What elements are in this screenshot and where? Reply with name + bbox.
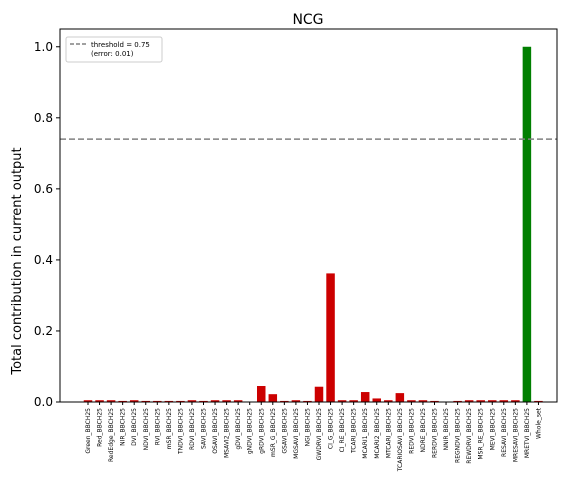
bar: [303, 400, 312, 402]
bar: [407, 400, 416, 402]
bar: [360, 392, 370, 402]
x-tick-label: RESAVI_BBCH25: [501, 408, 508, 457]
x-tick-label: Whole_set: [535, 407, 542, 439]
x-tick-label: MRESAVI_BBCH25: [512, 408, 519, 462]
x-tick-label: SAVI_BBCH25: [201, 408, 208, 449]
x-tick-label: mSR_G_BBCH25: [270, 408, 277, 457]
bar: [164, 400, 174, 402]
x-tick-label: gRDVI_BBCH25: [258, 408, 265, 454]
bar: [511, 400, 520, 402]
bar: [280, 400, 289, 402]
bar: [257, 386, 266, 402]
bar: [210, 400, 220, 402]
y-axis-label: Total contribution in current output: [10, 147, 25, 375]
x-tick-label: gNDVI_BBCH25: [247, 408, 254, 454]
x-tick-label: OSAVI_BBCH25: [212, 408, 219, 454]
x-tick-label: MSAVI2_BBCH25: [224, 408, 231, 458]
x-tick-label: NGI_BBCH25: [304, 408, 311, 447]
bar: [118, 400, 127, 402]
x-tick-label: NDRE_BBCH25: [420, 408, 427, 453]
x-tick-label: REWDRVI_BBCH25: [466, 408, 473, 464]
x-tick-label: RDVI_BBCH25: [189, 408, 196, 450]
bar: [534, 400, 543, 402]
x-tick-label: GWDRVI_BBCH25: [316, 408, 323, 461]
bar: [176, 400, 185, 402]
x-tick-label: mSR_BBCH25: [166, 408, 173, 449]
bars-layer: [83, 46, 543, 403]
x-tick-label: NIR_BBCH25: [120, 408, 127, 446]
bar: [522, 46, 532, 402]
bar: [499, 400, 509, 402]
x-tick-label: RedEdge_BBCH25: [108, 408, 115, 462]
bar: [268, 394, 278, 402]
legend-entry: (error: 0.01): [91, 50, 134, 58]
bar: [95, 400, 104, 402]
bar: [337, 400, 347, 402]
x-tick-label: NDVI_BBCH25: [143, 408, 150, 451]
bar: [187, 400, 197, 402]
y-tick-label: 1.0: [34, 40, 53, 54]
x-tick-label: RERDVI_BBCH25: [432, 408, 439, 458]
x-tick-label: Green_BBCH25: [85, 408, 92, 454]
x-tick-label: TCARI_BBCH25: [351, 408, 358, 454]
bar: [199, 400, 208, 402]
y-tick-label: 0.8: [34, 111, 53, 125]
legend: threshold = 0.75 (error: 0.01): [65, 36, 163, 63]
x-tick-label: gDVI_BBCH25: [235, 408, 242, 450]
y-axis: 0.0 0.2 0.4 0.6 0.8 1.0: [34, 40, 60, 409]
y-tick-label: 0.0: [34, 395, 53, 409]
x-tick-label: MGSAVI_BBCH25: [293, 408, 300, 459]
x-tick-label: MCARI2_BBCH25: [374, 408, 381, 459]
bar: [106, 400, 116, 402]
y-tick-label: 0.2: [34, 324, 53, 338]
bar: [314, 386, 324, 402]
x-tick-label: MCARI1_BBCH25: [362, 408, 369, 459]
plot-frame: [59, 28, 558, 403]
x-tick-label: MTCARI_BBCH25: [385, 408, 392, 458]
x-tick-label: Red_BBCH25: [97, 408, 104, 447]
bar: [476, 400, 485, 402]
x-tick-label: REGNDVI_BBCH25: [455, 408, 462, 463]
x-tick-label: GSAVI_BBCH25: [281, 408, 288, 454]
x-tick-label: MEVI_BBCH25: [489, 408, 496, 450]
x-tick-label: DVI_BBCH25: [131, 408, 138, 446]
x-tick-label: CI_RE_BBCH25: [339, 408, 346, 453]
x-tick-label: NNIR_BBCH25: [443, 408, 450, 451]
y-tick-label: 0.4: [34, 253, 53, 267]
bar: [291, 400, 301, 402]
bar: [372, 398, 381, 402]
bar: [153, 400, 162, 402]
legend-entry: threshold = 0.75: [91, 41, 150, 49]
x-tick-label: TNDVI_BBCH25: [177, 408, 184, 455]
bar: [453, 400, 462, 402]
legend-box: [65, 36, 163, 63]
bar: [326, 273, 335, 402]
bar: [384, 400, 393, 402]
bar: [233, 400, 243, 402]
x-axis: Green_BBCH25 Red_BBCH25 RedEdge_BBCH25 NIR_…: [85, 402, 542, 472]
bar: [430, 400, 439, 402]
bar: [349, 400, 358, 402]
bar: [83, 400, 93, 402]
x-tick-label: CI_G_BBCH25: [328, 408, 335, 449]
y-tick-label: 0.6: [34, 182, 53, 196]
chart-title: NCG: [292, 12, 323, 28]
x-tick-label: MRETVI_BBCH25: [524, 408, 531, 458]
bar: [464, 400, 474, 402]
x-tick-label: TCARIOSAVI_BBCH25: [397, 408, 404, 472]
bar: [395, 393, 405, 402]
bar: [129, 400, 139, 402]
bar: [222, 400, 231, 402]
x-tick-label: MSR_RE_BBCH25: [478, 408, 485, 460]
bar: [418, 400, 428, 402]
x-tick-label: RVI_BBCH25: [154, 408, 161, 445]
x-tick-label: REDVI_BBCH25: [408, 408, 415, 454]
bar: [488, 400, 497, 402]
bar: [141, 400, 150, 402]
